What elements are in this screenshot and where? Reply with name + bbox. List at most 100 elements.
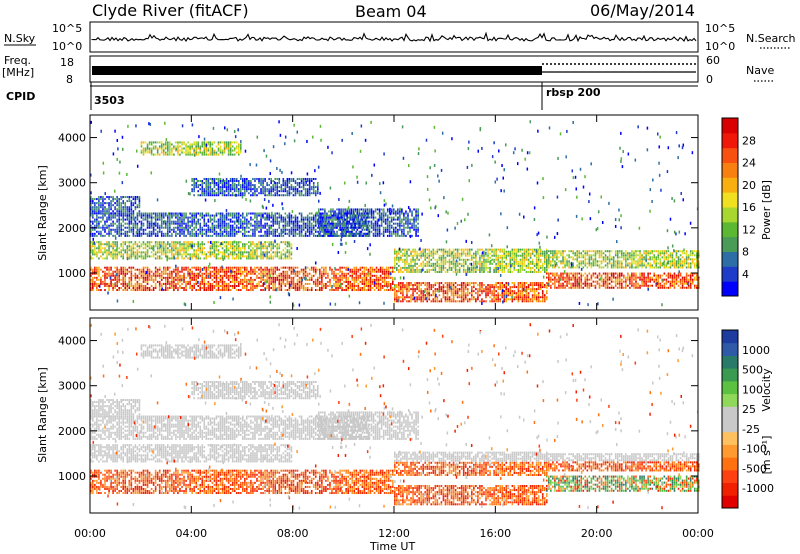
power-cell — [177, 257, 179, 260]
power-cell — [535, 288, 538, 291]
power-cell — [493, 266, 495, 269]
power-cell — [132, 249, 135, 252]
power-cell — [339, 226, 341, 229]
power-cell — [167, 151, 169, 154]
power-cell — [144, 266, 147, 269]
power-cell — [209, 272, 212, 275]
power-cell — [179, 145, 181, 148]
power-cell — [341, 286, 343, 290]
power-cell — [229, 245, 232, 248]
power-cell — [164, 214, 167, 217]
power-cell — [391, 278, 394, 281]
power-cell — [444, 296, 447, 299]
power-cell — [422, 290, 424, 293]
power-cell — [118, 226, 120, 229]
power-cell — [256, 286, 258, 290]
power-cell — [296, 286, 299, 290]
power-cell — [333, 214, 335, 217]
power-cell — [428, 260, 431, 263]
power-cell — [288, 232, 291, 235]
power-cell — [244, 188, 246, 191]
power-cell — [213, 182, 216, 185]
power-cell — [217, 188, 220, 191]
power-cell — [302, 268, 305, 271]
power-cell — [140, 268, 143, 271]
power-cell — [363, 286, 366, 290]
power-cell — [543, 286, 546, 289]
power-cell — [355, 276, 358, 279]
power-cell — [112, 214, 114, 217]
power-cell — [525, 282, 528, 285]
power-cell — [227, 224, 230, 227]
power-cell — [114, 245, 116, 248]
power-cell — [424, 262, 426, 265]
power-cell — [225, 234, 228, 237]
power-cell — [156, 241, 159, 244]
power-cell — [177, 274, 179, 277]
power-cell — [128, 222, 131, 225]
power-cell — [440, 256, 443, 259]
power-cell — [242, 270, 244, 273]
power-cell — [327, 272, 329, 275]
power-cell — [94, 268, 96, 271]
power-cell — [213, 186, 216, 189]
power-cell — [424, 264, 426, 267]
power-cell — [116, 220, 118, 223]
power-cell — [175, 286, 177, 290]
power-cell — [497, 288, 499, 291]
power-cell — [264, 274, 266, 277]
power-cell — [351, 226, 354, 229]
power-cell — [357, 218, 360, 221]
power-cell — [183, 286, 185, 290]
power-cell — [517, 300, 520, 303]
power-cell — [381, 280, 384, 283]
power-cell — [223, 249, 226, 252]
power-cell — [138, 251, 141, 254]
power-cell — [152, 153, 155, 156]
power-cell — [282, 241, 285, 244]
power-cell — [278, 251, 281, 254]
power-cell — [511, 294, 514, 297]
power-cell — [300, 226, 303, 229]
power-cell — [420, 288, 422, 291]
power-cell — [207, 214, 210, 217]
power-cell — [369, 272, 372, 275]
power-cell — [473, 296, 475, 299]
power-cell — [349, 282, 352, 285]
power-cell — [219, 145, 222, 148]
plot-title: Clyde River (fitACF) — [92, 1, 249, 20]
power-cell — [462, 248, 465, 251]
power-cell — [361, 212, 364, 215]
power-cell — [517, 296, 520, 299]
power-cell — [177, 282, 179, 285]
power-cell — [298, 272, 301, 275]
power-cell — [308, 190, 311, 193]
power-cell — [335, 289, 337, 292]
power-cell — [171, 243, 173, 246]
power-cell — [160, 284, 163, 287]
power-cell — [375, 276, 378, 279]
power-cell — [438, 270, 441, 273]
power-cell — [239, 194, 242, 197]
power-cell — [183, 276, 185, 279]
power-cell — [406, 254, 408, 257]
power-cell — [284, 232, 287, 235]
power-cell — [468, 252, 471, 255]
power-cell — [171, 247, 173, 250]
power-cell — [150, 224, 153, 227]
power-cell — [197, 220, 200, 223]
power-cell — [130, 274, 133, 277]
power-cell — [134, 276, 137, 279]
power-cell — [450, 298, 453, 301]
power-cell — [355, 234, 358, 237]
power-cell — [367, 282, 370, 285]
power-cell — [300, 214, 303, 217]
power-cell — [398, 260, 400, 263]
power-cell — [497, 248, 499, 251]
power-cell — [104, 230, 106, 233]
power-cell — [519, 286, 522, 289]
power-cell — [491, 290, 493, 293]
power-cell — [471, 290, 473, 293]
power-cell — [442, 290, 445, 293]
power-cell — [452, 250, 455, 253]
